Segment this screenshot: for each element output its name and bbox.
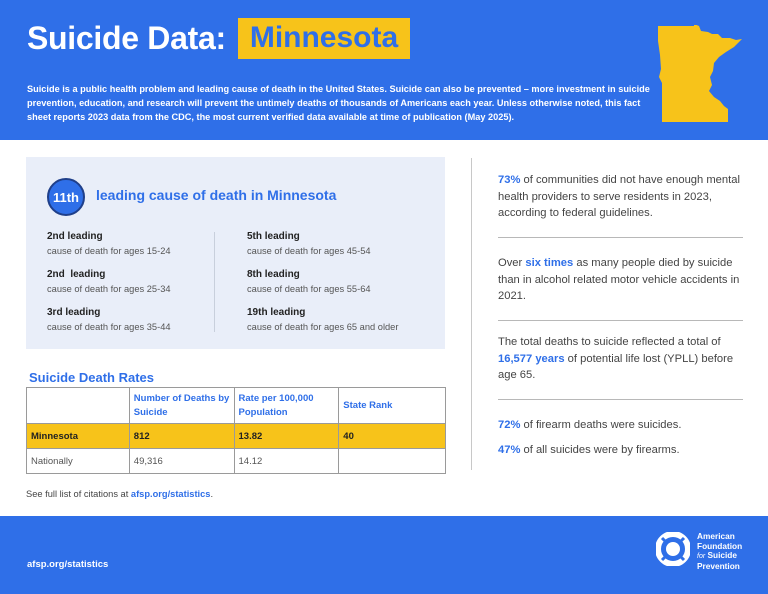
- org-name-line: American: [697, 531, 735, 541]
- table-header-cell: [26, 387, 130, 424]
- stat-text: of all suicides were by firearms.: [520, 444, 680, 456]
- org-name-line: Prevention: [697, 560, 740, 571]
- table-row-national: Nationally 49,316 14.12: [26, 448, 446, 474]
- table-cell: 14.12: [233, 448, 340, 474]
- citation-suffix: .: [210, 489, 214, 499]
- age-rank-title: 2nd leading: [47, 269, 106, 280]
- age-rank-title: 19th leading: [247, 307, 306, 318]
- rates-section-title: Suicide Death Rates: [29, 370, 154, 385]
- header-banner: Suicide Data: Minnesota Suicide is a pub…: [0, 0, 768, 140]
- stat-alcohol-comparison: Over six times as many people died by su…: [498, 255, 743, 305]
- stat-ypll: The total deaths to suicide reflected a …: [498, 334, 743, 384]
- age-rank-desc: cause of death for ages 35-44: [47, 322, 171, 332]
- stat-text: of firearm deaths were suicides.: [520, 419, 682, 431]
- age-rank-desc: cause of death for ages 45-54: [247, 246, 371, 256]
- table-header-row: Number of Deaths by Suicide Rate per 100…: [26, 387, 446, 424]
- age-rank-item: 3rd leading cause of death for ages 35-4…: [47, 306, 237, 344]
- minnesota-map-icon: [658, 25, 742, 122]
- stat-firearm-deaths: 72% of firearm deaths were suicides.: [498, 417, 743, 434]
- stat-highlight: 47%: [498, 444, 521, 456]
- stat-text: as many people died by suicide than in a…: [498, 257, 740, 302]
- age-rank-title: 5th leading: [247, 231, 300, 242]
- citation-link[interactable]: afsp.org/statistics: [130, 489, 211, 499]
- org-name-for: for: [697, 553, 706, 560]
- stat-text: Over: [498, 257, 526, 269]
- page-title: Suicide Data:: [27, 20, 226, 56]
- citation-prefix: See full list of citations at: [26, 489, 131, 499]
- footer-link[interactable]: afsp.org/statistics: [27, 559, 109, 570]
- vertical-divider: [471, 158, 472, 470]
- org-name: American Foundation for Suicide Preventi…: [697, 531, 743, 571]
- age-rank-desc: cause of death for ages 55-64: [247, 284, 371, 294]
- age-rank-item: 2nd leading cause of death for ages 15-2…: [47, 230, 237, 268]
- age-rank-item: 2nd leading cause of death for ages 25-3…: [47, 268, 237, 306]
- life-ring-icon: [656, 532, 690, 566]
- table-cell: 49,316: [128, 448, 235, 474]
- table-header-cell: Rate per 100,000 Population: [233, 387, 340, 424]
- table-header-cell: State Rank: [338, 387, 446, 424]
- stat-divider: [498, 237, 743, 238]
- stat-highlight: 72%: [498, 419, 521, 431]
- org-name-line: for Suicide: [697, 550, 742, 562]
- stat-divider: [498, 399, 743, 400]
- age-ranks-right: 5th leading cause of death for ages 45-5…: [247, 230, 437, 344]
- citation-note: See full list of citations at afsp.org/s…: [26, 489, 213, 499]
- table-cell: 40: [338, 423, 446, 449]
- title-row: Suicide Data: Minnesota: [27, 18, 411, 59]
- stat-highlight: 73%: [498, 174, 521, 186]
- age-rank-item: 19th leading cause of death for ages 65 …: [247, 306, 437, 344]
- footer-banner: afsp.org/statistics American Foundation …: [0, 516, 768, 594]
- stat-divider: [498, 320, 743, 321]
- age-rank-title: 8th leading: [247, 269, 300, 280]
- org-name-word: Suicide: [707, 550, 737, 560]
- table-row-state: Minnesota 812 13.82 40: [26, 423, 446, 449]
- stat-text: The total deaths to suicide reflected a …: [498, 336, 721, 348]
- stat-providers: 73% of communities did not have enough m…: [498, 172, 743, 222]
- org-name-line: Foundation: [697, 540, 743, 551]
- table-cell: 13.82: [233, 423, 340, 449]
- column-divider: [214, 232, 215, 332]
- table-cell: Nationally: [26, 448, 130, 474]
- leading-cause-panel: 11th leading cause of death in Minnesota…: [26, 157, 445, 349]
- state-name-badge: Minnesota: [237, 18, 411, 59]
- stat-firearm-suicides: 47% of all suicides were by firearms.: [498, 442, 743, 459]
- table-header-cell: Number of Deaths by Suicide: [128, 387, 235, 424]
- age-rank-item: 5th leading cause of death for ages 45-5…: [247, 230, 437, 268]
- leading-cause-heading: leading cause of death in Minnesota: [96, 187, 337, 203]
- intro-paragraph: Suicide is a public health problem and l…: [27, 84, 650, 122]
- table-cell: 812: [128, 423, 235, 449]
- stat-text: of potential life lost (YPLL) before age…: [498, 352, 734, 382]
- age-rank-desc: cause of death for ages 15-24: [47, 246, 171, 256]
- stat-text: of communities did not have enough menta…: [498, 174, 740, 219]
- rates-table: Number of Deaths by Suicide Rate per 100…: [26, 387, 446, 474]
- age-rank-desc: cause of death for ages 65 and older: [247, 322, 399, 332]
- table-cell: Minnesota: [26, 423, 130, 449]
- age-rank-title: 3rd leading: [47, 307, 101, 318]
- age-ranks-left: 2nd leading cause of death for ages 15-2…: [47, 230, 237, 344]
- stat-highlight: six times: [525, 257, 574, 269]
- table-cell: [338, 448, 446, 474]
- age-rank-item: 8th leading cause of death for ages 55-6…: [247, 268, 437, 306]
- age-rank-desc: cause of death for ages 25-34: [47, 284, 171, 294]
- rank-badge: 11th: [47, 178, 85, 216]
- stat-highlight: 16,577 years: [498, 352, 565, 365]
- age-rank-title: 2nd leading: [47, 231, 103, 242]
